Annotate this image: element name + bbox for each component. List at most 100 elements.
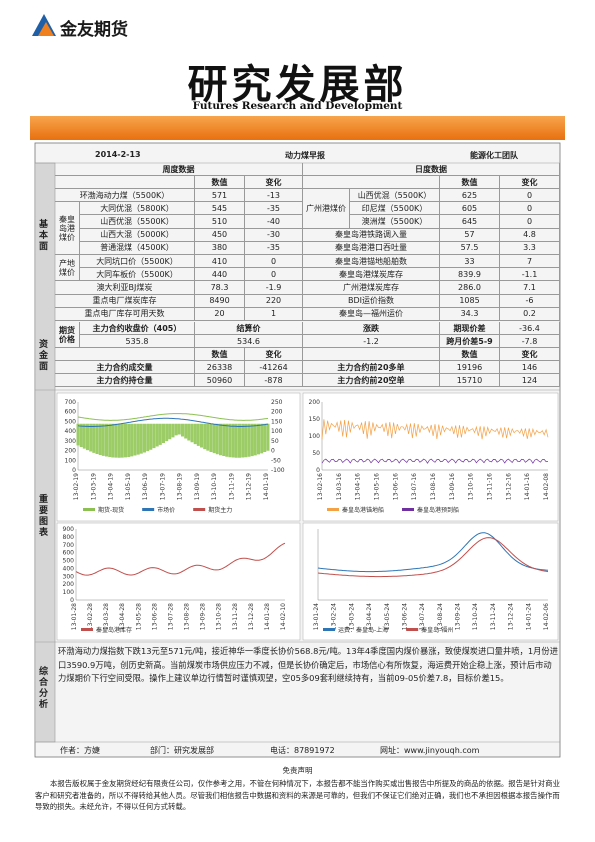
- settle-label: 结算价: [195, 322, 303, 335]
- row-name: 主力合约前20空单: [303, 374, 440, 387]
- row-name: 秦皇岛港港口吞吐量: [303, 241, 440, 255]
- y2-tick-label: -50: [271, 457, 281, 464]
- row-name: 秦皇岛港锚地船舶数: [303, 255, 440, 269]
- section-label: 综合分析: [39, 667, 49, 710]
- x-tick-label: 13-02-19: [73, 473, 80, 500]
- x-tick-label: 13-09-24: [455, 603, 462, 630]
- legend-label: 秦皇岛港库存: [96, 626, 132, 634]
- series-line: [77, 413, 269, 421]
- y-tick-label: 50: [312, 450, 320, 457]
- legend-swatch: [402, 508, 415, 511]
- column-header: 变化: [500, 176, 560, 189]
- row-change: 0: [500, 215, 560, 229]
- row-value: 15710: [440, 374, 500, 387]
- report-name: 动力煤早报: [285, 151, 325, 160]
- x-tick-label: 13-10-19: [211, 473, 218, 500]
- series-line: [321, 458, 549, 464]
- legend-label: 运费：秦皇岛-上海: [338, 626, 388, 634]
- y2-tick-label: 250: [271, 399, 283, 406]
- y-tick-label: 200: [65, 448, 77, 455]
- x-tick-label: 13-11-19: [228, 473, 235, 500]
- row-value: 286.0: [440, 281, 500, 295]
- x-tick-label: 13-03-24: [348, 603, 355, 630]
- y-tick-label: 100: [65, 457, 77, 464]
- row-change: 146: [500, 361, 560, 374]
- series-line: [75, 542, 286, 576]
- row-name: 印尼煤（5500K）: [350, 202, 440, 216]
- row-change: 4.8: [500, 228, 560, 242]
- row-value: 57.5: [440, 241, 500, 255]
- x-tick-label: 14-01-24: [525, 603, 532, 630]
- row-name: 大同优混（5800K）: [80, 202, 195, 216]
- basis-label: 期现价差: [440, 322, 500, 335]
- legend-label: 期货主力: [208, 506, 232, 514]
- settle-value: 534.6: [195, 335, 303, 348]
- header-blank: [303, 348, 440, 361]
- row-value: 34.3: [440, 307, 500, 321]
- x-tick-label: 14-02-06: [543, 603, 550, 630]
- author: 作者：方婕: [60, 746, 100, 755]
- disclaimer-text: 本报告版权属于金友期货经纪有限责任公司，仅作参考之用，不管在何种情况下，本报告都…: [35, 779, 560, 811]
- legend-swatch: [83, 508, 95, 511]
- series-line: [321, 419, 549, 440]
- y-tick-label: 0: [72, 467, 76, 474]
- row-change: -30: [245, 228, 303, 242]
- x-tick-label: 14-02-10: [280, 603, 287, 630]
- row-change: 0: [245, 268, 303, 282]
- x-tick-label: 13-07-19: [159, 473, 166, 500]
- legend-swatch: [81, 628, 93, 631]
- row-name: 澳大利亚BJ煤炭: [55, 281, 195, 295]
- row-value: 450: [195, 228, 245, 242]
- y-tick-label: 300: [63, 573, 75, 580]
- x-tick-label: 13-01-24: [313, 603, 320, 630]
- x-tick-label: 14-01-19: [263, 473, 270, 500]
- row-name: 秦皇岛港煤炭库存: [303, 268, 440, 282]
- y-tick-label: 0: [70, 597, 74, 604]
- x-tick-label: 13-10-16: [468, 473, 475, 500]
- row-name: 普通混煤（4500K）: [80, 241, 195, 255]
- row-name: 主力合约持仓量: [55, 374, 195, 387]
- x-tick-label: 13-11-16: [487, 473, 494, 500]
- row-value: 1085: [440, 294, 500, 308]
- company: 金友期货: [60, 20, 128, 40]
- row-change: 7: [500, 255, 560, 269]
- x-tick-label: 13-08-28: [184, 603, 191, 630]
- x-tick-label: 13-07-24: [419, 603, 426, 630]
- chart-frame: [302, 522, 559, 641]
- x-tick-label: 13-09-28: [200, 603, 207, 630]
- row-value: 545: [195, 202, 245, 216]
- y2-tick-label: 150: [271, 418, 283, 425]
- row-name: 重点电厂库存可用天数: [55, 307, 195, 321]
- row-change: 220: [245, 294, 303, 308]
- header-blank: [55, 176, 195, 189]
- x-tick-label: 13-04-28: [119, 603, 126, 630]
- row-change: 0: [245, 255, 303, 269]
- row-name: 广州港煤炭库存: [303, 281, 440, 295]
- legend-swatch: [193, 508, 206, 511]
- y2-tick-label: 200: [271, 409, 283, 416]
- x-tick-label: 13-04-24: [366, 603, 373, 630]
- x-tick-label: 13-03-16: [336, 473, 343, 500]
- row-name: 山西优混（5500K）: [80, 215, 195, 229]
- x-tick-label: 13-03-19: [90, 473, 97, 500]
- x-tick-label: 13-12-16: [505, 473, 512, 500]
- table-title: 日度数据: [303, 163, 560, 176]
- phone: 电话：87891972: [270, 746, 335, 755]
- row-name: 环渤海动力煤（5500K）: [55, 189, 195, 203]
- report-team: 能源化工团队: [470, 151, 518, 160]
- row-value: 605: [440, 202, 500, 216]
- y-tick-label: 400: [65, 428, 77, 435]
- y-tick-label: 400: [63, 565, 75, 572]
- section-label: 重要图表: [39, 495, 49, 538]
- x-tick-label: 14-01-28: [264, 603, 271, 630]
- website: 网址：www.jinyouqh.com: [380, 746, 480, 755]
- column-header: 数值: [440, 176, 500, 189]
- change-label: 涨跌: [303, 322, 440, 335]
- row-change: 7.1: [500, 281, 560, 295]
- row-value: 78.3: [195, 281, 245, 295]
- bars-decor: [76, 423, 270, 458]
- group-label: 秦皇岛港煤价: [55, 202, 80, 255]
- x-tick-label: 13-11-28: [232, 603, 239, 630]
- row-change: 3.3: [500, 241, 560, 255]
